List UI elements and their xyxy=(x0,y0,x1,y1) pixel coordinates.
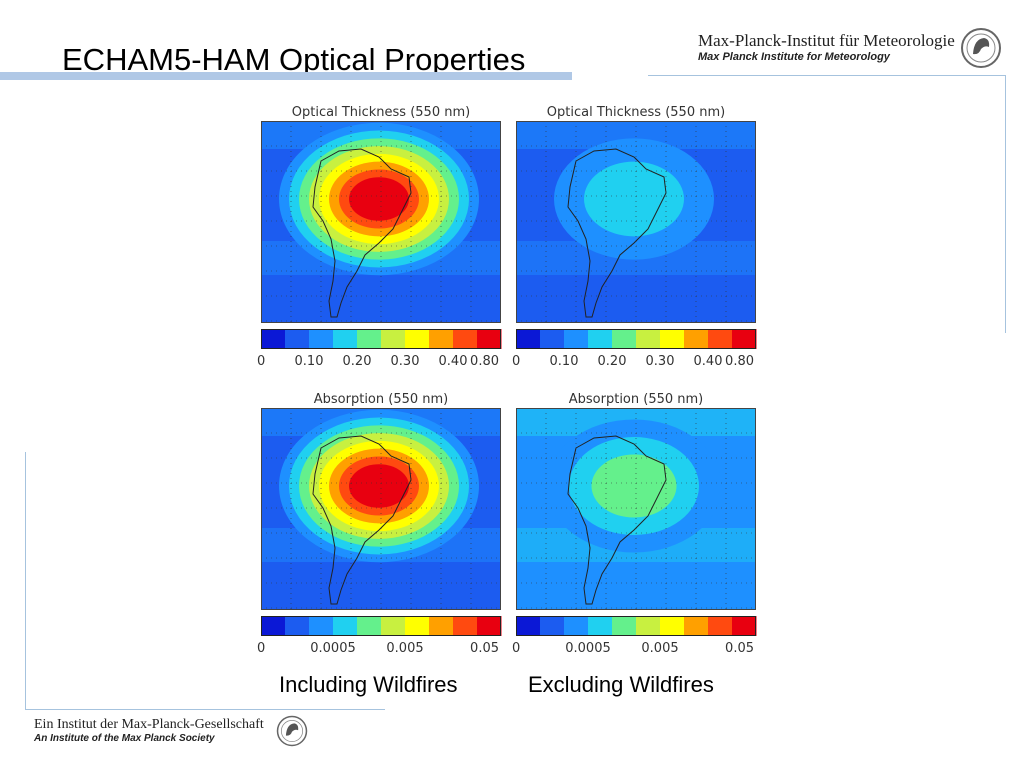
colorbar-frame xyxy=(516,329,756,349)
coastline xyxy=(312,148,412,318)
colorbar-tick-label: 0 xyxy=(512,354,520,369)
society-name: Ein Institut der Max-Planck-Gesellschaft xyxy=(34,717,264,732)
colorbar-swatch xyxy=(357,616,382,636)
colorbar-swatch xyxy=(684,616,709,636)
colorbar-swatch xyxy=(429,329,454,349)
colorbar-swatch xyxy=(381,329,406,349)
colorbar-swatch xyxy=(588,616,613,636)
caption-excluding-wildfires: Excluding Wildfires xyxy=(528,672,714,697)
slide-title: ECHAM5-HAM Optical Properties xyxy=(62,42,526,77)
society-subtitle: An Institute of the Max Planck Society xyxy=(34,733,215,744)
colorbar-tick-label: 0.10 xyxy=(295,354,324,369)
colorbar-swatch xyxy=(612,329,637,349)
colorbar-swatch xyxy=(516,616,541,636)
colorbar-tick-label: 0.30 xyxy=(646,354,675,369)
panel-optical-thickness-incl: Optical Thickness (550 nm) 0 0.10 0.20 0.30… xyxy=(257,105,502,369)
mpg-seal-small-icon xyxy=(276,715,308,747)
map-frame xyxy=(516,408,756,610)
mpg-seal-icon xyxy=(961,28,1001,68)
colorbar-swatch xyxy=(405,329,430,349)
coastline xyxy=(567,148,667,318)
colorbar-tick-label: 0.005 xyxy=(386,641,423,656)
map-frame xyxy=(261,121,501,323)
colorbar-swatch xyxy=(285,329,310,349)
colorbar-swatch xyxy=(261,329,286,349)
colorbar-frame xyxy=(261,616,501,636)
colorbar-tick-label: 0.20 xyxy=(343,354,372,369)
colorbar-swatch xyxy=(381,616,406,636)
colorbar-swatch xyxy=(540,616,565,636)
contour-level xyxy=(584,161,684,237)
colorbar-tick-label: 0.05 xyxy=(725,641,754,656)
colorbar-swatch xyxy=(636,616,661,636)
colorbar-tick-label: 0.0005 xyxy=(310,641,356,656)
panel-absorption-excl: Absorption (550 nm) 0 0.0005 0.005 0.05 xyxy=(512,392,757,656)
colorbar-tick-label: 0 xyxy=(257,354,265,369)
panel-title: Absorption (550 nm) xyxy=(569,392,704,407)
institute-name: Max-Planck-Institut für Meteorologie xyxy=(698,31,955,50)
map-frame xyxy=(516,121,756,323)
panel-title: Absorption (550 nm) xyxy=(314,392,449,407)
colorbar-swatch xyxy=(333,616,358,636)
colorbar-swatch xyxy=(333,329,358,349)
contour-level xyxy=(349,177,409,221)
colorbar-swatch xyxy=(516,329,541,349)
colorbar-tick-label: 0 xyxy=(512,641,520,656)
caption-including-wildfires: Including Wildfires xyxy=(279,672,458,697)
coastline xyxy=(312,435,412,605)
colorbar-tick-label: 0.80 xyxy=(470,354,499,369)
colorbar-swatch xyxy=(612,616,637,636)
colorbar-swatch xyxy=(285,616,310,636)
colorbar-tick-label: 0.0005 xyxy=(565,641,611,656)
colorbar-tick-label: 0.20 xyxy=(598,354,627,369)
colorbar-swatch xyxy=(660,616,685,636)
coastline xyxy=(567,435,667,605)
colorbar-swatch xyxy=(477,329,502,349)
panel-title: Optical Thickness (550 nm) xyxy=(292,105,470,120)
colorbar-swatch xyxy=(684,329,709,349)
colorbar-tick-label: 0.05 xyxy=(470,641,499,656)
colorbar-tick-label: 0.40 xyxy=(694,354,723,369)
institute-subtitle: Max Planck Institute for Meteorology xyxy=(698,51,890,63)
colorbar-frame xyxy=(261,329,501,349)
colorbar-swatch xyxy=(732,329,757,349)
colorbar-swatch xyxy=(405,616,430,636)
top-rule xyxy=(648,75,1006,76)
contour-level xyxy=(349,464,409,508)
colorbar-swatch xyxy=(429,616,454,636)
colorbar-swatch xyxy=(357,329,382,349)
colorbar-swatch xyxy=(309,329,334,349)
colorbar-swatch xyxy=(732,616,757,636)
colorbar-swatch xyxy=(588,329,613,349)
colorbar-frame xyxy=(516,616,756,636)
panel-optical-thickness-excl: Optical Thickness (550 nm) 0 0.10 0.20 0.30… xyxy=(512,105,757,369)
colorbar-swatch xyxy=(453,616,478,636)
colorbar-swatch xyxy=(309,616,334,636)
colorbar-swatch xyxy=(261,616,286,636)
panel-title: Optical Thickness (550 nm) xyxy=(547,105,725,120)
left-rule xyxy=(25,452,26,710)
colorbar-swatch xyxy=(477,616,502,636)
colorbar-tick-label: 0.40 xyxy=(439,354,468,369)
colorbar-tick-label: 0.80 xyxy=(725,354,754,369)
colorbar-swatch xyxy=(453,329,478,349)
map-frame xyxy=(261,408,501,610)
panel-absorption-incl: Absorption (550 nm) 0 0.0005 0.005 0.05 xyxy=(257,392,502,656)
colorbar-tick-label: 0.30 xyxy=(391,354,420,369)
bottom-rule xyxy=(25,709,385,710)
colorbar-tick-label: 0 xyxy=(257,641,265,656)
colorbar-swatch xyxy=(564,329,589,349)
colorbar-swatch xyxy=(660,329,685,349)
colorbar-tick-label: 0.10 xyxy=(550,354,579,369)
title-underline-bar xyxy=(0,72,572,80)
colorbar-swatch xyxy=(540,329,565,349)
colorbar-swatch xyxy=(564,616,589,636)
colorbar-swatch xyxy=(708,616,733,636)
colorbar-swatch xyxy=(636,329,661,349)
colorbar-tick-label: 0.005 xyxy=(641,641,678,656)
colorbar-swatch xyxy=(708,329,733,349)
right-rule xyxy=(1005,75,1006,333)
